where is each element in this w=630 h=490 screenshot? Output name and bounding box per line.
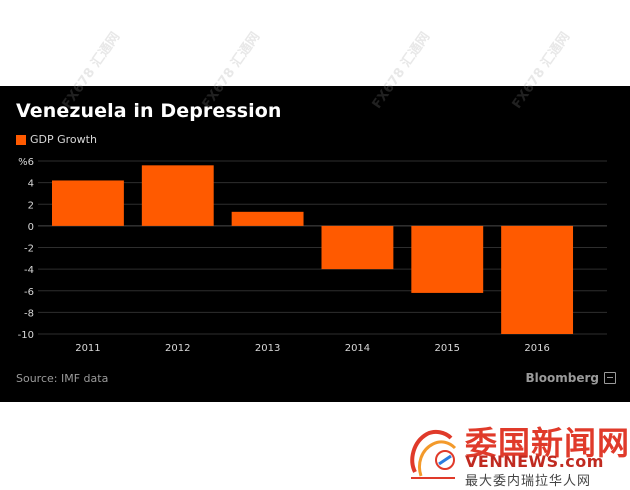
y-tick-label: 2 [28,200,34,211]
vennews-logo-title: 委国新闻网 [465,424,630,462]
bar-2016 [501,225,574,334]
bar-2014 [321,225,394,270]
legend: GDP Growth [16,133,97,146]
chart-title: Venezuela in Depression [16,100,282,122]
x-tick-label: 2015 [435,343,460,354]
x-axis-ticks: 2011 2012 2013 2014 2015 2016 [75,343,550,354]
legend-label: GDP Growth [30,133,97,146]
y-tick-label: 4 [28,179,34,190]
y-tick-label: %6 [18,157,34,168]
y-tick-label: -4 [24,265,34,276]
bar-2012 [141,165,214,226]
vennews-logo: 委国新闻网 VENNEWS.com 最大委内瑞拉华人网 [405,418,630,489]
vennews-logo-site: VENNEWS.com [465,452,604,471]
bloomberg-logo: Bloomberg [525,371,616,385]
y-tick-label: -2 [24,244,34,255]
bar-2015 [411,225,484,293]
chart-card: Venezuela in Depression GDP Growth %6 4 2 0… [0,86,630,402]
y-axis-ticks: %6 4 2 0 -2 -4 -6 -8 -10 [18,157,34,341]
bars [52,165,574,334]
x-tick-label: 2012 [165,343,190,354]
legend-swatch [16,134,26,145]
source-note: Source: IMF data [16,372,109,385]
x-tick-label: 2013 [255,343,280,354]
vennews-logo-mark [410,429,457,479]
bar-2011 [52,180,124,226]
y-tick-label: -10 [18,330,34,341]
x-tick-label: 2014 [345,343,370,354]
x-tick-label: 2011 [75,343,100,354]
bloomberg-wordmark: Bloomberg [525,371,600,385]
y-tick-label: -8 [24,308,34,319]
bloomberg-terminal-icon [604,372,616,384]
y-tick-label: -6 [24,287,34,298]
vennews-logo-tagline: 最大委内瑞拉华人网 [465,474,592,489]
bar-2013 [231,211,304,226]
x-tick-label: 2016 [524,343,549,354]
y-tick-label: 0 [28,222,34,233]
